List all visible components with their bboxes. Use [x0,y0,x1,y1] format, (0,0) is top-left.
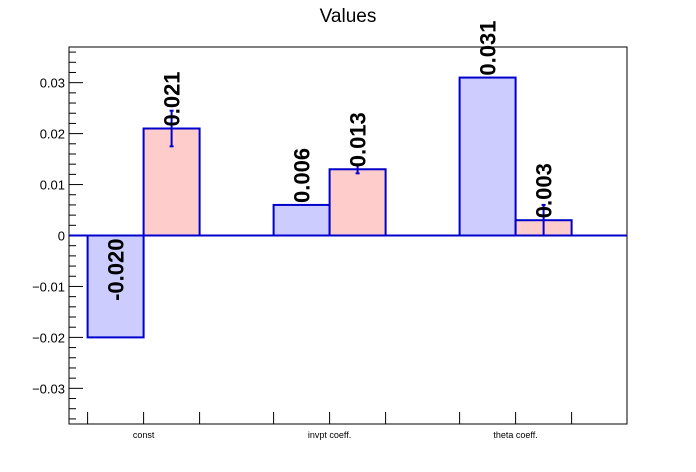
data-label: -0.020 [104,239,129,301]
data-label: 0.013 [346,112,371,167]
y-tick-label: 0.02 [40,127,65,142]
x-category-label: theta coeff. [493,430,537,440]
y-tick-label: 0.01 [40,178,65,193]
bar-theta-coeff--1 [458,76,517,237]
y-tick-label: −0.02 [32,330,65,345]
x-category-label: invpt coeff. [308,430,351,440]
data-label: 0.031 [476,21,501,76]
y-tick-label: −0.03 [32,381,65,396]
y-tick-label: −0.01 [32,279,65,294]
data-label: 0.003 [532,163,557,218]
bar-invpt-coeff--2 [328,168,387,237]
bars-layer [69,76,627,339]
bar-invpt-coeff--1 [272,203,331,237]
data-label: 0.021 [160,71,185,126]
chart-title: Values [319,6,377,27]
labels-layer: −0.03 −0.02 −0.01 0 0.01 0.02 0.03 -0.020 0.006 0… [32,21,557,440]
y-tick-label: 0 [58,229,65,244]
x-category-label: const [133,430,155,440]
data-label: 0.006 [290,148,315,203]
bar-const-1 [86,234,145,339]
y-tick-label: 0.03 [40,76,65,91]
